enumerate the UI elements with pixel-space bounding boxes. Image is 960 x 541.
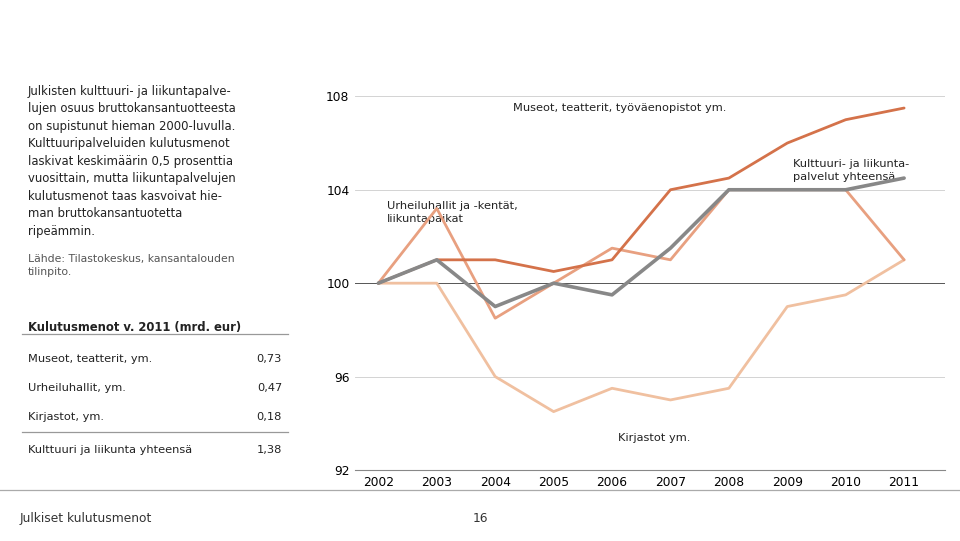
Text: (indeksi, 2002=100): (indeksi, 2002=100) bbox=[320, 49, 470, 64]
Text: 0,47: 0,47 bbox=[257, 382, 282, 393]
Text: Lähde: Tilastokeskus, kansantalouden
tilinpito.: Lähde: Tilastokeskus, kansantalouden til… bbox=[28, 254, 234, 277]
Text: Julkisten kulttuuri- ja liikuntapalvelujen kulutusmenojen kehitys 2002–2011: Julkisten kulttuuri- ja liikuntapalveluj… bbox=[320, 15, 874, 29]
Text: Kulttuuri- ja liikunta-
palvelut yhteensä: Kulttuuri- ja liikunta- palvelut yhteens… bbox=[793, 160, 909, 182]
Text: Julkisten kulttuuri- ja liikuntapalve-
lujen osuus bruttokansantuotteesta
on sup: Julkisten kulttuuri- ja liikuntapalve- l… bbox=[28, 85, 235, 238]
Text: 0,73: 0,73 bbox=[256, 354, 282, 364]
Text: 1,38: 1,38 bbox=[256, 445, 282, 456]
Text: Urheiluhallit, ym.: Urheiluhallit, ym. bbox=[28, 382, 126, 393]
Text: Urheiluhallit ja -kentät,
liikuntapaikat: Urheiluhallit ja -kentät, liikuntapaikat bbox=[387, 201, 517, 224]
Text: Kirjastot ym.: Kirjastot ym. bbox=[618, 433, 690, 443]
Text: Kirjastot, ym.: Kirjastot, ym. bbox=[28, 412, 104, 421]
Text: Julkiset kulutusmenot: Julkiset kulutusmenot bbox=[19, 512, 152, 525]
Text: Kulttuuri ja liikunta yhteensä: Kulttuuri ja liikunta yhteensä bbox=[28, 445, 192, 456]
Text: 16: 16 bbox=[472, 512, 488, 525]
Text: Kulutusmenot v. 2011 (mrd. eur): Kulutusmenot v. 2011 (mrd. eur) bbox=[28, 321, 241, 334]
Text: Museot, teatterit, ym.: Museot, teatterit, ym. bbox=[28, 354, 152, 364]
Text: 0,18: 0,18 bbox=[256, 412, 282, 421]
Text: Museot, teatterit, työväenopistot ym.: Museot, teatterit, työväenopistot ym. bbox=[513, 103, 726, 113]
